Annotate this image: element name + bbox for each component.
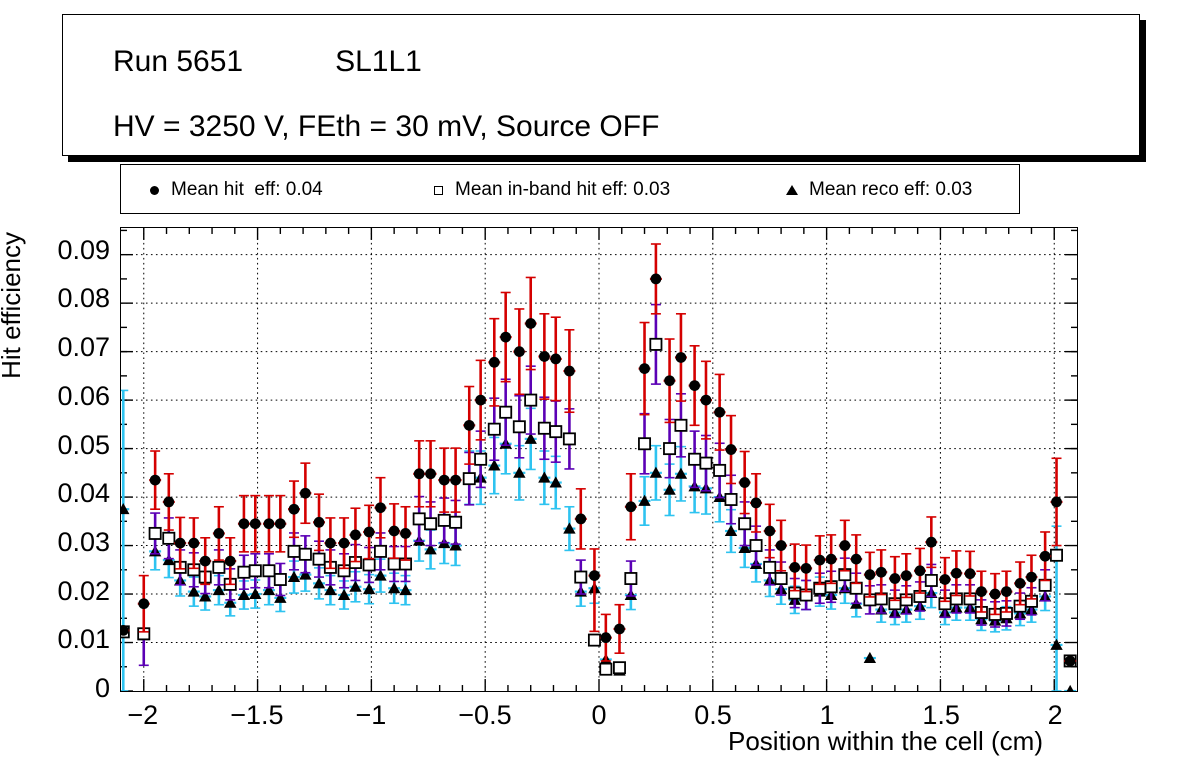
y-tick-label: 0.08: [57, 283, 110, 314]
grid-layer: [121, 228, 1077, 691]
legend-entry-reco-eff: Mean reco eff: 0.03: [775, 165, 972, 215]
legend-label-reco-eff: Mean reco eff: 0.03: [809, 179, 973, 200]
legend-entry-hit-eff: Mean hit eff: 0.04: [137, 165, 323, 215]
x-tick-label: 0: [591, 700, 607, 730]
y-tick-label: 0.03: [57, 526, 110, 557]
run-label: Run 5651: [113, 45, 244, 78]
filled-circle-icon: [137, 185, 171, 195]
superlayer-label: SL1L1: [335, 45, 422, 78]
x-tick-label: −0.5: [458, 700, 512, 730]
y-tick-label: 0.04: [57, 478, 110, 509]
legend-label-inband-hit-eff: Mean in-band hit eff: 0.03: [455, 179, 671, 200]
title-box: Run 5651 SL1L1 HV = 3250 V, FEth = 30 mV,…: [62, 14, 1140, 156]
x-tick-label: −2: [127, 700, 159, 730]
y-tick-label: 0.02: [57, 575, 110, 606]
filled-triangle-icon: [775, 185, 809, 195]
title-line-1: Run 5651 SL1L1: [113, 45, 422, 79]
x-tick-label: 0.5: [694, 700, 732, 730]
data-layer: [121, 243, 1077, 691]
plot-frame: [120, 227, 1078, 692]
x-tick-label: 2: [1047, 700, 1063, 730]
y-tick-label: 0: [94, 673, 110, 703]
legend-label-hit-eff: Mean hit eff: 0.04: [171, 179, 323, 200]
y-axis-title: Hit efficiency: [0, 232, 26, 379]
legend-box: Mean hit eff: 0.04 Mean in-band hit eff:…: [120, 164, 1020, 214]
open-square-icon: [421, 185, 455, 195]
x-axis-title: Position within the cell (cm): [728, 726, 1043, 756]
y-tick-label: 0.01: [57, 624, 110, 655]
title-line-2: HV = 3250 V, FEth = 30 mV, Source OFF: [113, 110, 660, 143]
x-tick-label: −1: [355, 700, 387, 730]
y-tick-label: 0.06: [57, 380, 110, 411]
x-tick-label: 1.5: [922, 700, 960, 730]
y-tick-label: 0.05: [57, 429, 110, 460]
x-tick-label: 1: [819, 700, 835, 730]
legend-entry-inband-hit-eff: Mean in-band hit eff: 0.03: [421, 165, 670, 215]
y-tick-label: 0.09: [57, 234, 110, 265]
y-tick-label: 0.07: [57, 332, 110, 363]
x-tick-label: −1.5: [230, 700, 284, 730]
